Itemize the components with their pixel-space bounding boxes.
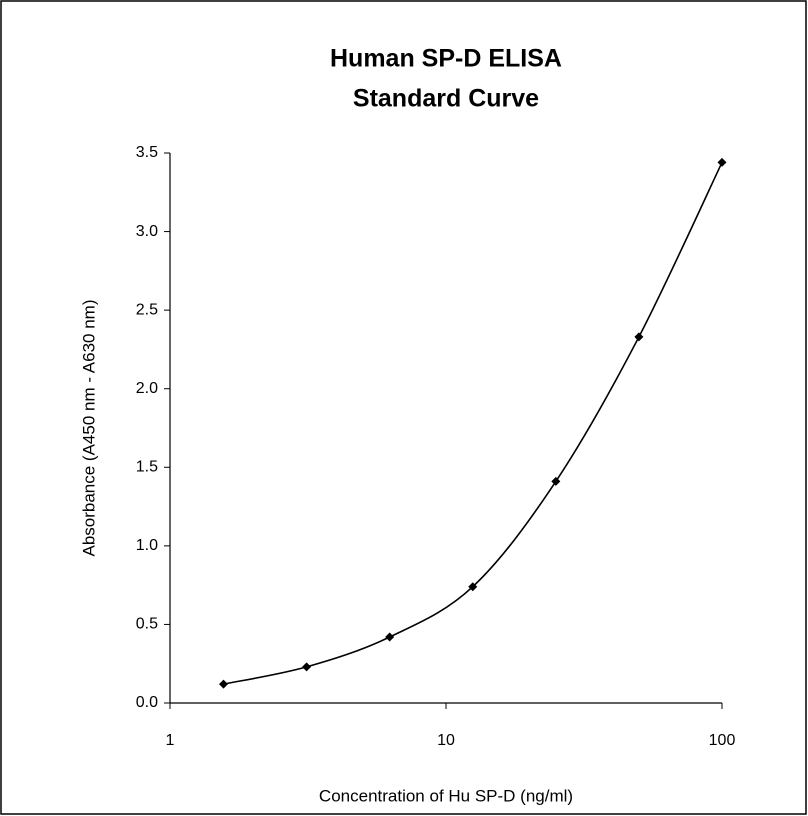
marker: [551, 476, 561, 486]
y-axis-label: Absorbance (A450 nm - A630 nm): [79, 299, 98, 556]
marker: [302, 662, 312, 672]
marker: [717, 157, 727, 167]
marker: [468, 582, 478, 592]
y-tick-label: 1.0: [136, 537, 158, 554]
x-tick-label: 1: [166, 732, 175, 749]
y-tick-label: 2.0: [136, 380, 158, 397]
y-tick-label: 2.5: [136, 301, 158, 318]
x-tick-label: 100: [709, 732, 736, 749]
y-tick-label: 3.0: [136, 223, 158, 240]
line: [223, 162, 723, 685]
chart-title: Human SP-D ELISA: [330, 45, 562, 73]
x-axis-label: Concentration of Hu SP-D (ng/ml): [319, 786, 573, 805]
y-tick-label: 0.5: [136, 616, 158, 633]
y-tick-label: 1.5: [136, 459, 158, 476]
y-tick-label: 3.5: [136, 144, 158, 161]
marker: [385, 632, 395, 642]
marker: [218, 679, 228, 689]
chart-subtitle: Standard Curve: [353, 85, 539, 113]
x-tick-label: 10: [437, 732, 455, 749]
marker: [634, 332, 644, 342]
y-tick-label: 0.0: [136, 694, 158, 711]
